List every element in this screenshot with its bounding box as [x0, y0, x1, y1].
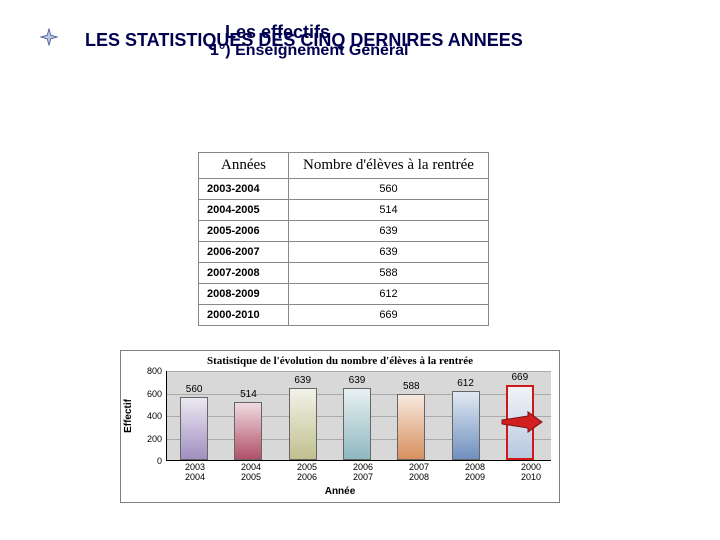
table-cell-year: 2008-2009	[199, 284, 289, 305]
table-cell-value: 669	[289, 305, 489, 326]
table-cell-value: 612	[289, 284, 489, 305]
table-cell-year: 2007-2008	[199, 263, 289, 284]
table-row: 2005-2006639	[199, 221, 489, 242]
chart-xtick: 20082009	[447, 461, 503, 483]
table-row: 2003-2004560	[199, 179, 489, 200]
table-row: 2007-2008588	[199, 263, 489, 284]
table-cell-year: 2005-2006	[199, 221, 289, 242]
table-cell-value: 588	[289, 263, 489, 284]
chart-bar-label: 612	[446, 378, 486, 389]
table-cell-value: 514	[289, 200, 489, 221]
slide-bullet-icon	[40, 28, 58, 46]
chart-ytick: 600	[147, 389, 162, 399]
chart-bar-label: 588	[391, 381, 431, 392]
chart-bar-label: 639	[337, 375, 377, 386]
chart-xtick: 20032004	[167, 461, 223, 483]
table-row: 2008-2009612	[199, 284, 489, 305]
chart-bar	[452, 391, 480, 460]
table-cell-year: 2003-2004	[199, 179, 289, 200]
header-section: 1°) Enseignement Général	[210, 42, 408, 60]
chart-xlabel: Année	[121, 483, 559, 502]
enrollment-chart: Statistique de l'évolution du nombre d'é…	[120, 350, 560, 503]
chart-ytick: 0	[157, 456, 162, 466]
chart-xtick: 20002010	[503, 461, 559, 483]
table-col-year: Années	[199, 153, 289, 179]
chart-bar-label: 639	[283, 375, 323, 386]
chart-xtick: 20072008	[391, 461, 447, 483]
table-cell-value: 560	[289, 179, 489, 200]
highlight-arrow-icon	[500, 410, 544, 434]
chart-bar-label: 669	[500, 372, 540, 383]
chart-xtick: 20052006	[279, 461, 335, 483]
chart-bar	[180, 397, 208, 460]
table-row: 2000-2010669	[199, 305, 489, 326]
table-cell-year: 2004-2005	[199, 200, 289, 221]
table-row: 2006-2007639	[199, 242, 489, 263]
chart-ytick: 400	[147, 411, 162, 421]
enrollment-table: Années Nombre d'élèves à la rentrée 2003…	[198, 152, 489, 326]
chart-bar	[289, 388, 317, 460]
chart-xtick: 20042005	[223, 461, 279, 483]
chart-xtick: 20062007	[335, 461, 391, 483]
table-cell-year: 2000-2010	[199, 305, 289, 326]
chart-bar-label: 514	[228, 389, 268, 400]
chart-bar	[397, 394, 425, 460]
chart-title: Statistique de l'évolution du nombre d'é…	[121, 351, 559, 371]
chart-xaxis: 2003200420042005200520062006200720072008…	[121, 461, 559, 483]
table-col-count: Nombre d'élèves à la rentrée	[289, 153, 489, 179]
table-cell-value: 639	[289, 221, 489, 242]
chart-bar-label: 560	[174, 384, 214, 395]
chart-ylabel: Effectif	[121, 399, 136, 433]
table-row: 2004-2005514	[199, 200, 489, 221]
chart-bar	[343, 388, 371, 460]
chart-ytick: 800	[147, 366, 162, 376]
chart-ytick: 200	[147, 434, 162, 444]
chart-plot-area: 560 514 639 639 588 612 669	[166, 371, 551, 461]
chart-bar	[234, 402, 262, 460]
table-cell-year: 2006-2007	[199, 242, 289, 263]
chart-yaxis: 0200400600800	[136, 371, 166, 461]
table-cell-value: 639	[289, 242, 489, 263]
